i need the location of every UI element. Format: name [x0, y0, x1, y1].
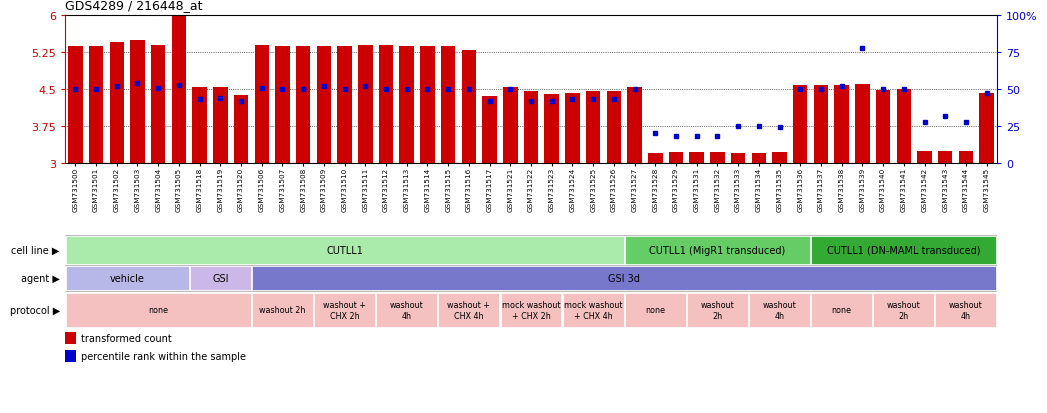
- Bar: [562, 293, 624, 328]
- Bar: [917, 151, 932, 164]
- Bar: [275, 47, 290, 164]
- Text: cell line ▶: cell line ▶: [12, 245, 60, 255]
- Text: vehicle: vehicle: [110, 273, 144, 283]
- Text: mock washout
+ CHX 4h: mock washout + CHX 4h: [564, 301, 622, 320]
- Bar: [337, 47, 352, 164]
- Bar: [358, 45, 373, 164]
- Text: washout
4h: washout 4h: [389, 301, 424, 320]
- Bar: [193, 87, 207, 164]
- Bar: [731, 154, 745, 164]
- Text: washout 2h: washout 2h: [260, 306, 306, 315]
- Bar: [544, 95, 559, 164]
- Text: transformed count: transformed count: [81, 333, 172, 343]
- Bar: [89, 47, 104, 164]
- Text: none: none: [149, 306, 169, 315]
- Bar: [65, 350, 76, 362]
- Bar: [66, 237, 624, 264]
- Text: washout
4h: washout 4h: [762, 301, 797, 320]
- Bar: [938, 151, 953, 164]
- Text: washout
2h: washout 2h: [700, 301, 734, 320]
- Text: GSI 3d: GSI 3d: [608, 273, 640, 283]
- Bar: [400, 47, 414, 164]
- Bar: [500, 293, 561, 328]
- Bar: [441, 47, 455, 164]
- Bar: [710, 153, 725, 164]
- Bar: [214, 87, 227, 164]
- Bar: [130, 40, 144, 164]
- Bar: [625, 237, 810, 264]
- Text: agent ▶: agent ▶: [21, 273, 60, 283]
- Bar: [66, 266, 188, 290]
- Bar: [190, 266, 251, 290]
- Bar: [462, 50, 476, 164]
- Text: CUTLL1 (DN-MAML transduced): CUTLL1 (DN-MAML transduced): [827, 245, 981, 255]
- Bar: [252, 293, 313, 328]
- Bar: [483, 97, 497, 164]
- Bar: [687, 293, 748, 328]
- Text: washout +
CHX 2h: washout + CHX 2h: [324, 301, 366, 320]
- Bar: [316, 47, 331, 164]
- Text: washout +
CHX 4h: washout + CHX 4h: [447, 301, 490, 320]
- Bar: [586, 92, 600, 164]
- Bar: [752, 154, 766, 164]
- Bar: [379, 45, 394, 164]
- Bar: [979, 94, 994, 164]
- Bar: [314, 293, 375, 328]
- Bar: [503, 87, 517, 164]
- Bar: [172, 16, 186, 164]
- Bar: [773, 153, 786, 164]
- Text: percentile rank within the sample: percentile rank within the sample: [81, 351, 246, 361]
- Bar: [420, 47, 435, 164]
- Bar: [669, 153, 684, 164]
- Bar: [565, 94, 580, 164]
- Bar: [689, 153, 704, 164]
- Bar: [814, 86, 828, 164]
- Bar: [606, 92, 621, 164]
- Bar: [254, 45, 269, 164]
- Bar: [110, 43, 124, 164]
- Bar: [66, 293, 251, 328]
- Bar: [627, 87, 642, 164]
- Bar: [834, 86, 849, 164]
- Bar: [648, 154, 663, 164]
- Bar: [935, 293, 997, 328]
- Bar: [959, 151, 973, 164]
- Bar: [811, 237, 997, 264]
- Text: CUTLL1: CUTLL1: [327, 245, 363, 255]
- Bar: [439, 293, 499, 328]
- Text: none: none: [831, 306, 851, 315]
- Text: washout
4h: washout 4h: [949, 301, 983, 320]
- Bar: [68, 47, 83, 164]
- Bar: [376, 293, 438, 328]
- Text: protocol ▶: protocol ▶: [9, 305, 60, 315]
- Bar: [896, 90, 911, 164]
- Text: mock washout
+ CHX 2h: mock washout + CHX 2h: [502, 301, 560, 320]
- Bar: [625, 293, 686, 328]
- Text: CUTLL1 (MigR1 transduced): CUTLL1 (MigR1 transduced): [649, 245, 785, 255]
- Bar: [65, 332, 76, 344]
- Bar: [811, 293, 872, 328]
- Bar: [873, 293, 934, 328]
- Text: GSI: GSI: [213, 273, 228, 283]
- Bar: [252, 266, 997, 290]
- Bar: [296, 47, 310, 164]
- Text: none: none: [645, 306, 665, 315]
- Bar: [793, 86, 807, 164]
- Bar: [749, 293, 810, 328]
- Bar: [233, 96, 248, 164]
- Bar: [855, 85, 870, 164]
- Bar: [524, 92, 538, 164]
- Text: GDS4289 / 216448_at: GDS4289 / 216448_at: [65, 0, 202, 12]
- Bar: [876, 91, 890, 164]
- Text: washout
2h: washout 2h: [887, 301, 920, 320]
- Bar: [151, 45, 165, 164]
